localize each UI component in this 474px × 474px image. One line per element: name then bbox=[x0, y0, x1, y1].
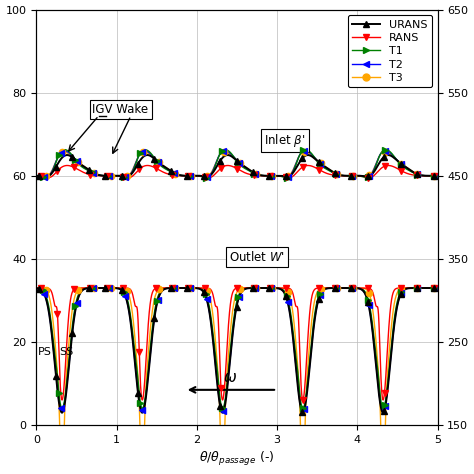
Text: Outlet $W$': Outlet $W$' bbox=[229, 250, 285, 264]
Text: SS: SS bbox=[59, 347, 73, 357]
Text: Inlet $\beta$': Inlet $\beta$' bbox=[264, 132, 306, 149]
Text: IGV Wake: IGV Wake bbox=[92, 103, 149, 116]
Text: $\omega$: $\omega$ bbox=[223, 370, 237, 385]
X-axis label: $\theta/\theta_{passage}$ (-): $\theta/\theta_{passage}$ (-) bbox=[199, 450, 274, 468]
Legend: URANS, RANS, T1, T2, T3: URANS, RANS, T1, T2, T3 bbox=[348, 15, 432, 87]
Text: PS: PS bbox=[38, 347, 52, 357]
